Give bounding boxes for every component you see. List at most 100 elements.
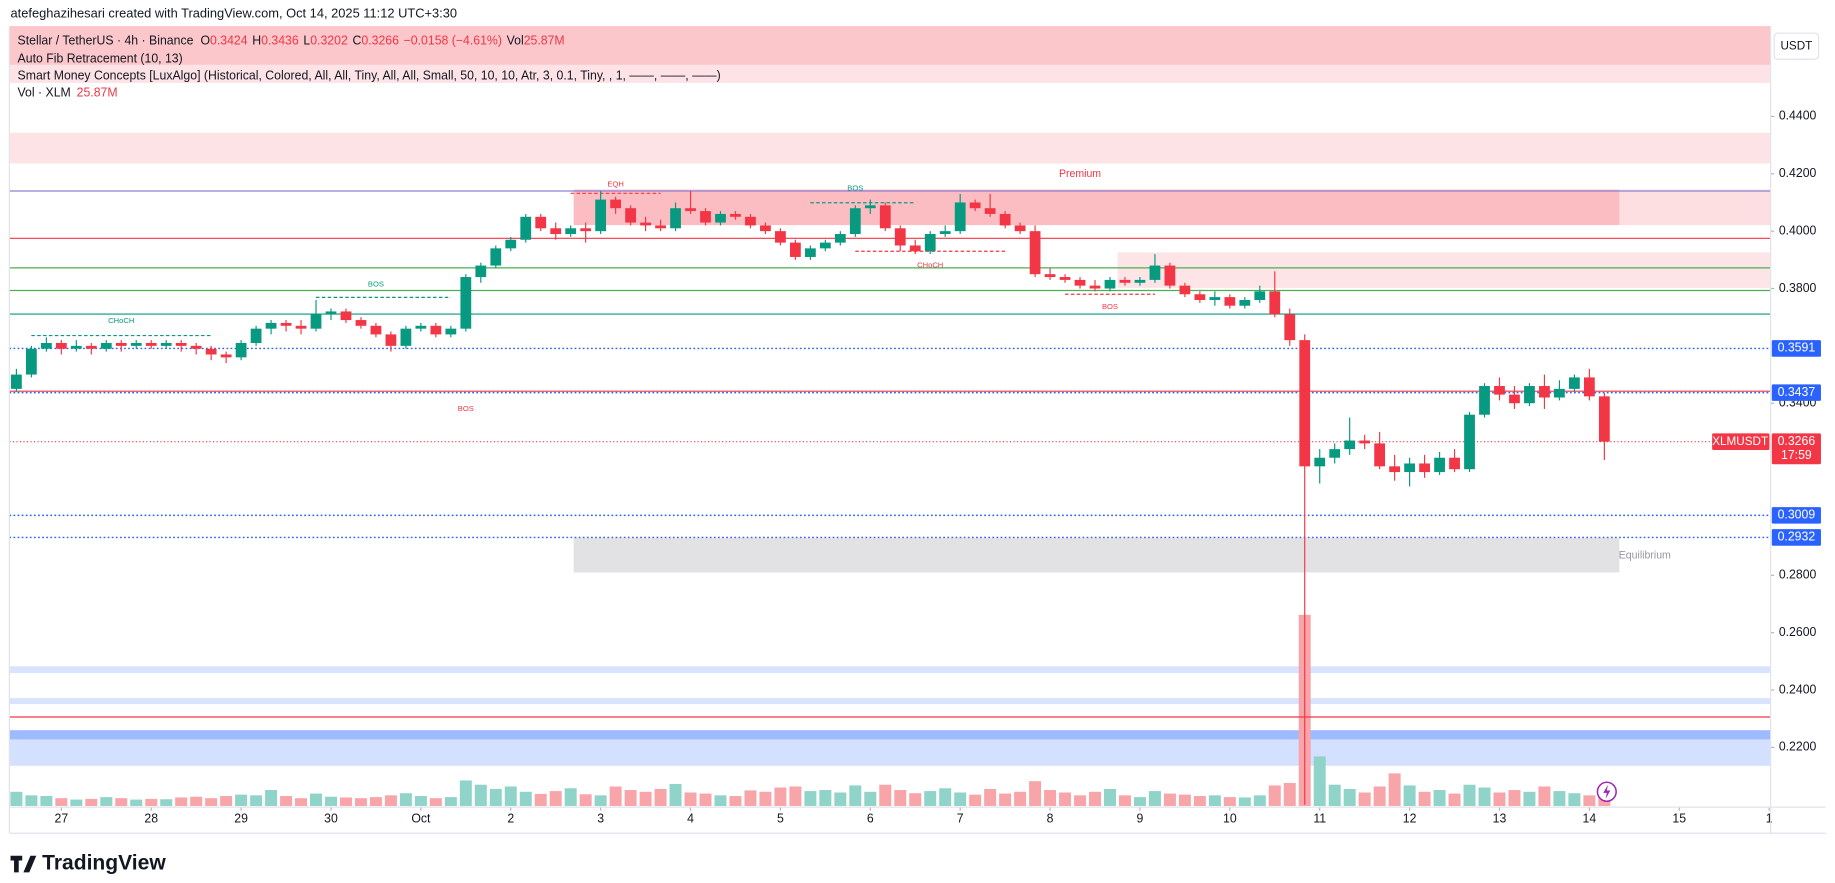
volume-bar (849, 785, 862, 806)
volume-bar (489, 788, 502, 806)
volume-bar (1074, 795, 1087, 806)
candle-body (1449, 457, 1460, 470)
zones-layer (9, 26, 1771, 766)
symbol: Stellar / TetherUS · 4h · Binance (18, 34, 194, 48)
candle-body (1149, 265, 1161, 280)
volume-bar (804, 791, 817, 806)
candle-body (355, 320, 367, 326)
x-tick-label: 13 (1493, 811, 1507, 825)
legend-key: C (352, 34, 361, 48)
price-label: 0.3009 (1778, 508, 1816, 522)
candle-body (550, 228, 562, 235)
volume-bar (924, 791, 937, 806)
volume-bar (265, 790, 278, 806)
volume-bar (774, 787, 787, 806)
x-tick-label: 9 (1137, 811, 1144, 825)
legend: Stellar / TetherUS · 4h · Binance O0.3424… (18, 34, 565, 48)
candle-body (1598, 396, 1610, 442)
volume-bar (609, 786, 622, 806)
x-tick-label: Oct (411, 811, 431, 825)
x-tick-label: 15 (1672, 811, 1686, 825)
candle-body (1089, 285, 1101, 289)
volume-bar (444, 797, 457, 806)
candle-body (580, 228, 592, 232)
candle-body (490, 248, 502, 266)
volume-bar (130, 799, 143, 806)
y-tick-label: 0.2200 (1779, 740, 1817, 754)
price-label: 0.3437 (1778, 385, 1816, 399)
volume-bar (325, 796, 337, 806)
y-tick-label: 0.4000 (1779, 223, 1817, 237)
legend-value: 0.3266 (361, 34, 399, 48)
candle-body (610, 199, 622, 209)
volume-bar (1388, 773, 1401, 806)
candle-body (1254, 291, 1266, 300)
volume-bar (414, 796, 427, 806)
legend-value: 0.3436 (261, 34, 299, 48)
volume-bar (624, 790, 637, 806)
zone (573, 538, 1620, 573)
volume-bar (969, 794, 982, 806)
last-price: 0.3266 (1778, 434, 1816, 448)
candle-body (954, 202, 966, 232)
volume-bar (819, 790, 832, 806)
volume-bar (894, 790, 907, 806)
volume-bar (729, 796, 742, 806)
volume-bar (1313, 756, 1326, 806)
x-tick-label: 5 (777, 811, 784, 825)
candle-body (775, 231, 786, 243)
x-tick-label: 14 (1583, 811, 1597, 825)
y-tick-label: 0.2600 (1779, 625, 1817, 639)
x-tick-label: 8 (1047, 811, 1054, 825)
candle-body (670, 208, 681, 229)
candle-body (520, 216, 532, 240)
volume-bar (100, 797, 113, 806)
volume-bar (429, 798, 442, 806)
volume-bar (1238, 797, 1251, 806)
candle-body (1074, 279, 1086, 286)
candle-body (1374, 443, 1386, 467)
candle-body (505, 239, 517, 249)
candle-body (535, 216, 547, 229)
volume-bar (40, 796, 53, 806)
indicator: Auto Fib Retracement (10, 13) (18, 51, 183, 65)
volume-bar (639, 791, 652, 806)
candle-body (385, 334, 397, 346)
candle-body (864, 205, 876, 209)
volume-bar (534, 793, 547, 806)
candle-body (909, 245, 921, 252)
currency: USDT (1780, 39, 1812, 52)
candle-body (370, 325, 382, 335)
zone (9, 698, 1771, 705)
candle-body (879, 205, 891, 229)
candle-body (715, 213, 726, 223)
candle-body (625, 208, 637, 223)
volume-bar (579, 794, 592, 806)
candle-body (1029, 231, 1041, 275)
x-tick-label: 10 (1223, 811, 1237, 825)
volume-bar (699, 793, 712, 806)
volume-bar (1208, 795, 1221, 806)
volume-bar (235, 794, 248, 806)
candle-body (1284, 314, 1296, 341)
candle-body (1524, 386, 1535, 404)
candle-body (430, 325, 442, 335)
candle-body (655, 225, 666, 229)
brand: TradingView (42, 852, 166, 875)
volume-bar (220, 796, 233, 806)
zone (9, 666, 1771, 674)
price-label-box (1771, 340, 1821, 357)
candle-body (1494, 386, 1505, 395)
volume-bar (564, 788, 577, 806)
candle-body (1194, 294, 1206, 300)
volume-bar (954, 792, 967, 806)
volume-bar (190, 796, 203, 806)
volume-bar (1089, 791, 1102, 806)
zone (9, 132, 1771, 164)
candle-body (190, 345, 202, 349)
candle-body (1554, 388, 1565, 398)
x-tick-label: 12 (1403, 811, 1417, 825)
volume-bar (339, 797, 352, 806)
currency-box[interactable] (1773, 32, 1820, 60)
volume-bar (280, 796, 293, 806)
